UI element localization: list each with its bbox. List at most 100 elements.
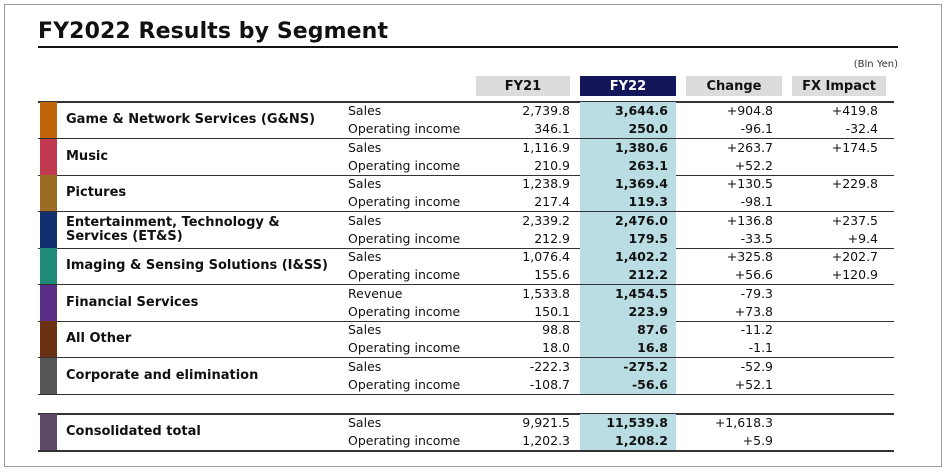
value-fx-impact [790, 157, 878, 175]
value-fy22: 212.2 [628, 267, 668, 282]
row-label: Sales [348, 322, 382, 337]
value-change: +52.2 [734, 158, 773, 173]
value-fx-impact: +237.5 [831, 213, 878, 228]
segment-divider [38, 248, 894, 249]
value-fx-impact [790, 193, 878, 211]
segment-divider [38, 321, 894, 322]
value-change: -1.1 [748, 340, 773, 355]
segment-6-name: Financial Services [66, 295, 199, 310]
segment-7-name: All Other [66, 331, 132, 346]
value-change: +56.6 [734, 267, 773, 282]
value-change: +52.1 [734, 377, 773, 392]
segment-divider [38, 357, 894, 358]
value-fy22: 1,208.2 [615, 433, 668, 448]
consolidated-total-name: Consolidated total [66, 424, 201, 439]
row-label: Sales [348, 213, 382, 228]
value-fy22: 16.8 [637, 340, 668, 355]
row-label: Sales [348, 140, 382, 155]
value-fx-impact [790, 303, 878, 321]
segment-2-color-bar [40, 139, 57, 175]
segment-8-name: Corporate and elimination [66, 368, 259, 383]
value-fx-impact: +174.5 [831, 140, 878, 155]
value-change: -96.1 [740, 121, 773, 136]
header-fx-impact: FX Impact [792, 76, 886, 96]
value-fx-impact: +9.4 [847, 231, 878, 246]
segment-2-fy22-band [580, 139, 676, 175]
row-label: Operating income [348, 194, 461, 209]
value-change: -98.1 [740, 194, 773, 209]
value-fy21: 212.9 [534, 231, 570, 246]
row-label: Sales [348, 359, 382, 374]
segment-6-fy22-band [580, 285, 676, 321]
value-fy21: 1,533.8 [522, 286, 570, 301]
segment-1-color-bar [40, 102, 57, 138]
value-fy21: 346.1 [534, 121, 570, 136]
row-label: Sales [348, 103, 382, 118]
segment-7-color-bar [40, 321, 57, 357]
value-fy22: -275.2 [623, 359, 668, 374]
segment-3-color-bar [40, 175, 57, 211]
row-label: Operating income [348, 231, 461, 246]
row-label: Operating income [348, 377, 461, 392]
row-label: Sales [348, 415, 382, 430]
value-fy22: 1,402.2 [615, 249, 668, 264]
value-change: -11.2 [740, 322, 773, 337]
row-label: Operating income [348, 158, 461, 173]
value-fy22: 179.5 [628, 231, 668, 246]
segment-4-fy22-band [580, 212, 676, 248]
segment-divider [38, 394, 894, 395]
value-fx-impact [790, 414, 878, 432]
value-change: +130.5 [726, 176, 773, 191]
segment-6-color-bar [40, 285, 57, 321]
value-fy21: 150.1 [534, 304, 570, 319]
value-fy21: 2,339.2 [522, 213, 570, 228]
title-underline [38, 46, 898, 48]
value-fx-impact [790, 358, 878, 376]
unit-note: (Bln Yen) [853, 59, 898, 70]
value-fy21: 1,202.3 [522, 433, 570, 448]
value-change: -33.5 [740, 231, 773, 246]
value-fy21: 217.4 [534, 194, 570, 209]
value-fy22: 1,380.6 [615, 140, 668, 155]
row-label: Revenue [348, 286, 403, 301]
value-fy21: 155.6 [534, 267, 570, 282]
value-fy22: 263.1 [628, 158, 668, 173]
segment-divider [38, 175, 894, 176]
value-fy21: 1,116.9 [522, 140, 570, 155]
consolidated-total-color-bar [40, 414, 57, 450]
total-bottom-rule [38, 450, 894, 452]
value-fy21: -108.7 [529, 377, 570, 392]
value-fy22: 250.0 [628, 121, 668, 136]
value-fy21: 1,238.9 [522, 176, 570, 191]
total-top-rule [38, 413, 894, 415]
value-change: +325.8 [726, 249, 773, 264]
value-fy22: 11,539.8 [606, 415, 668, 430]
value-fx-impact: +202.7 [831, 249, 878, 264]
value-change: +5.9 [742, 433, 773, 448]
segment-5-color-bar [40, 248, 57, 284]
segment-5-name: Imaging & Sensing Solutions (I&SS) [66, 258, 328, 273]
value-fx-impact [790, 339, 878, 357]
row-label: Operating income [348, 121, 461, 136]
value-change: +904.8 [726, 103, 773, 118]
value-fy22: 1,369.4 [615, 176, 668, 191]
value-fy21: -222.3 [529, 359, 570, 374]
segment-4-color-bar [40, 212, 57, 248]
value-fy22: 119.3 [628, 194, 668, 209]
value-change: +263.7 [726, 140, 773, 155]
value-fy21: 18.0 [542, 340, 570, 355]
segment-1-fy22-band [580, 102, 676, 138]
value-fx-impact [790, 376, 878, 394]
header-rule [38, 101, 894, 103]
segment-1-name: Game & Network Services (G&NS) [66, 112, 316, 127]
segment-divider [38, 284, 894, 285]
segment-8-color-bar [40, 358, 57, 394]
segment-8-fy22-band [580, 358, 676, 394]
row-label: Sales [348, 176, 382, 191]
value-change: -52.9 [740, 359, 773, 374]
segment-divider [38, 211, 894, 212]
header-change: Change [686, 76, 782, 96]
header-fy22: FY22 [580, 76, 676, 96]
value-fy22: -56.6 [631, 377, 668, 392]
value-fx-impact: -32.4 [845, 121, 878, 136]
